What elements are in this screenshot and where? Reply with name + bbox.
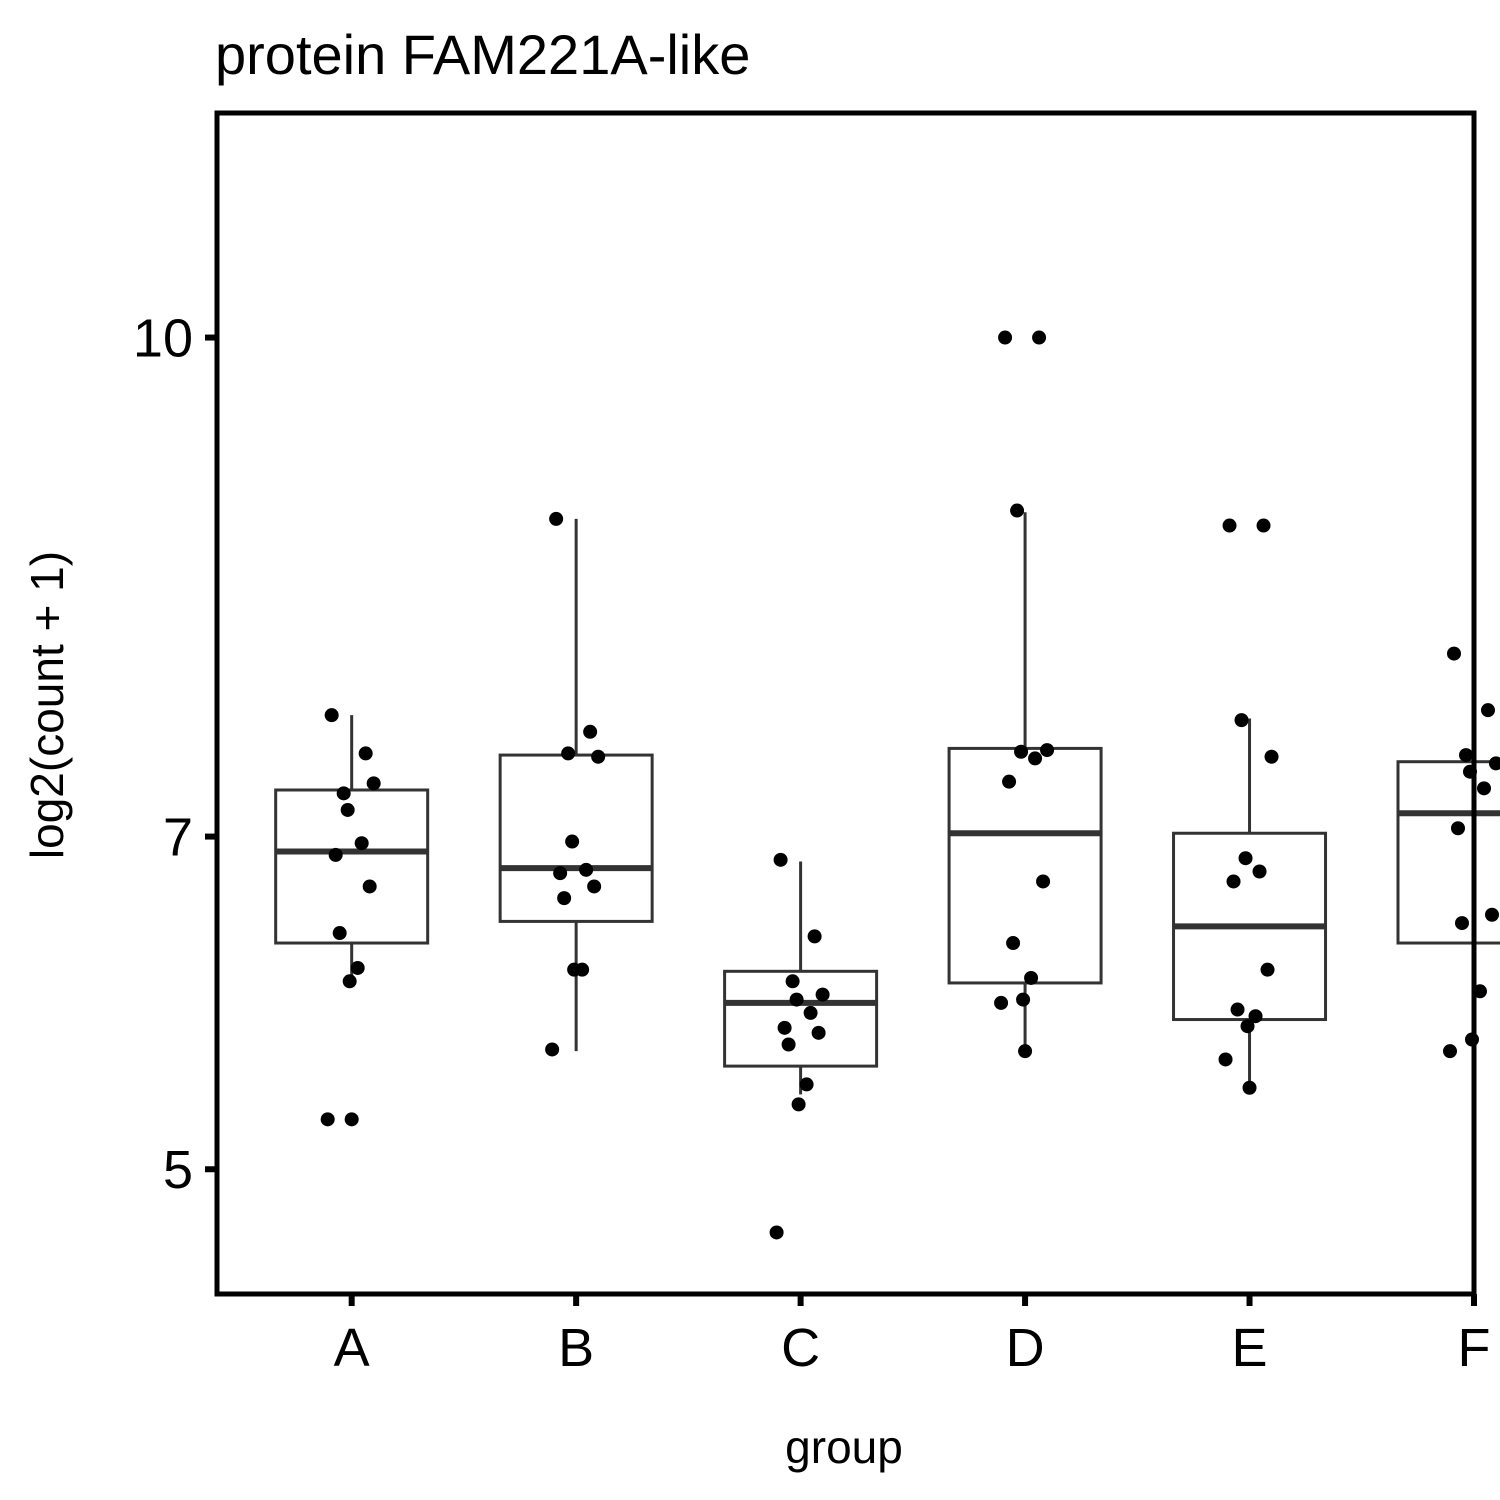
data-point	[324, 708, 339, 723]
data-point	[1010, 503, 1025, 518]
data-point	[342, 974, 357, 989]
data-point	[799, 1077, 814, 1092]
y-tick-label: 10	[133, 309, 193, 369]
data-point	[1028, 751, 1043, 766]
data-point	[328, 847, 343, 862]
data-point	[791, 1097, 806, 1112]
x-tick-label: B	[558, 1318, 594, 1378]
data-point	[994, 995, 1009, 1010]
data-point	[358, 746, 373, 761]
x-tick-label: E	[1232, 1318, 1268, 1378]
data-point	[1018, 1044, 1033, 1059]
data-point	[807, 929, 822, 944]
data-point	[1489, 756, 1500, 771]
box-group-d	[947, 330, 1103, 1059]
data-point	[811, 1025, 826, 1040]
data-point	[1443, 1044, 1457, 1059]
data-point	[553, 866, 568, 881]
data-point	[1248, 1009, 1263, 1024]
data-point	[803, 1005, 818, 1020]
data-point	[583, 724, 598, 739]
data-point	[1455, 916, 1469, 931]
data-point	[1242, 1080, 1257, 1095]
y-tick-label: 5	[163, 1140, 193, 1200]
x-tick-label: F	[1458, 1318, 1491, 1378]
data-point	[354, 836, 369, 851]
data-point	[1447, 646, 1461, 661]
data-point	[350, 960, 365, 975]
box-group-a	[274, 708, 430, 1127]
data-point	[1226, 874, 1241, 889]
data-point	[1238, 851, 1253, 866]
data-point	[362, 879, 377, 894]
data-point	[336, 786, 351, 801]
x-axis-title: group	[785, 1421, 903, 1473]
data-point	[561, 746, 576, 761]
data-point	[1264, 749, 1279, 764]
data-point	[545, 1042, 560, 1057]
data-point	[1477, 781, 1491, 796]
data-point	[1256, 518, 1271, 533]
chart-title: protein FAM221A-like	[215, 23, 750, 86]
data-point	[1451, 821, 1465, 836]
data-point	[785, 974, 800, 989]
data-point	[1252, 864, 1267, 879]
y-tick-label: 7	[163, 808, 193, 868]
y-axis-title: log2(count + 1)	[21, 551, 73, 859]
data-point	[1040, 743, 1055, 758]
data-point	[587, 879, 602, 894]
data-point	[332, 926, 347, 941]
data-point	[320, 1112, 335, 1127]
data-point	[815, 987, 830, 1002]
data-point	[998, 330, 1013, 345]
data-point	[1014, 744, 1029, 759]
data-point	[1024, 970, 1039, 985]
data-point	[1260, 962, 1275, 977]
data-point	[567, 962, 582, 977]
data-point	[591, 749, 606, 764]
data-point	[1006, 936, 1021, 951]
data-point	[781, 1037, 796, 1052]
data-point	[1002, 774, 1017, 789]
data-point	[773, 852, 788, 867]
data-point	[1485, 907, 1499, 922]
data-point	[1218, 1052, 1233, 1067]
x-tick-label: C	[781, 1318, 820, 1378]
data-point	[789, 992, 804, 1007]
box-group-e	[1172, 518, 1328, 1095]
box-group-c	[723, 852, 879, 1240]
iqr-box	[947, 746, 1103, 985]
data-point	[1222, 518, 1237, 533]
data-point	[1230, 1002, 1245, 1017]
data-point	[557, 891, 572, 906]
data-point	[1481, 703, 1495, 718]
box-group-b	[498, 511, 654, 1057]
data-point	[565, 834, 580, 849]
box-group-f	[1396, 646, 1500, 1059]
data-point	[549, 511, 564, 526]
data-point	[769, 1225, 784, 1240]
x-tick-label: A	[334, 1318, 370, 1378]
data-point	[777, 1020, 792, 1035]
data-point	[1032, 330, 1047, 345]
data-point	[344, 1112, 359, 1127]
iqr-box	[723, 969, 879, 1068]
data-point	[1036, 874, 1051, 889]
x-tick-label: D	[1006, 1318, 1045, 1378]
axes: A B C D E F 5 7 10	[133, 309, 1491, 1378]
data-point	[1234, 713, 1249, 728]
data-point	[579, 862, 594, 877]
plot-area	[274, 330, 1500, 1240]
panel-border	[214, 110, 1477, 1297]
data-point	[1459, 748, 1473, 763]
data-point	[1240, 1019, 1255, 1034]
data-point	[1016, 992, 1031, 1007]
data-point	[340, 802, 355, 817]
data-point	[366, 776, 381, 791]
